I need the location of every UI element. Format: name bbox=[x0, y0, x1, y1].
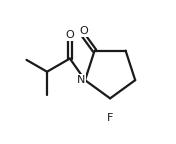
Text: N: N bbox=[77, 75, 85, 85]
Text: F: F bbox=[107, 113, 113, 123]
Text: O: O bbox=[65, 30, 74, 40]
Text: O: O bbox=[79, 26, 88, 36]
